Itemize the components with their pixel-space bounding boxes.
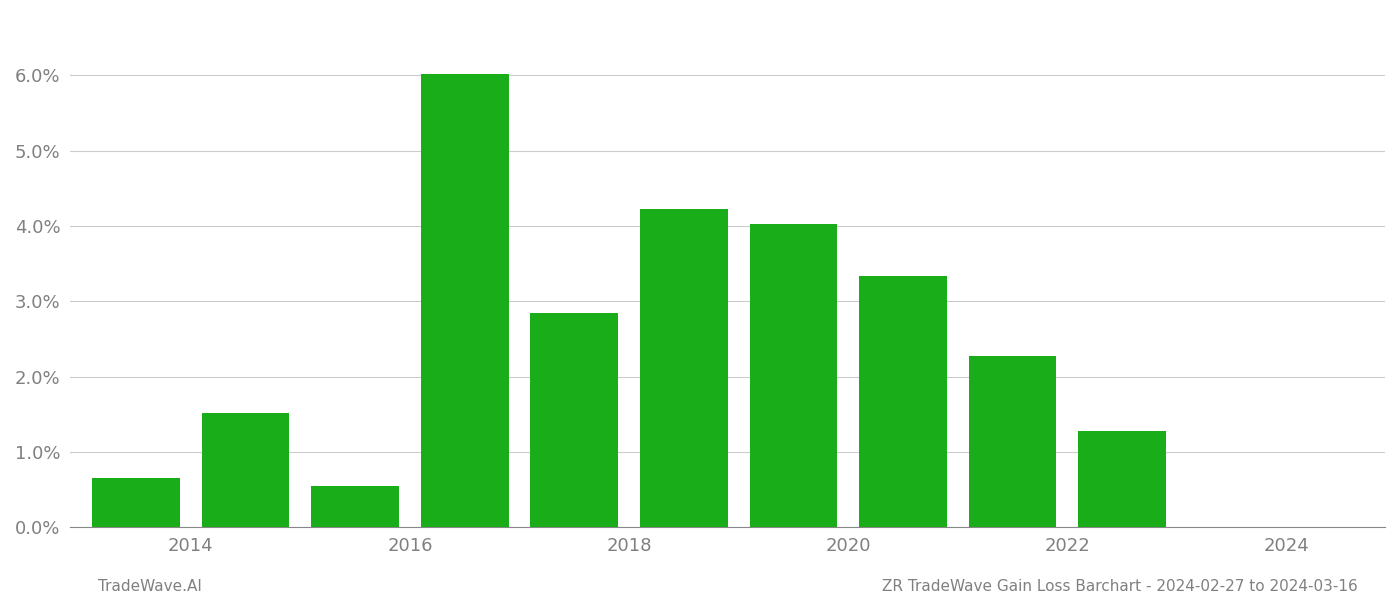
Bar <box>421 74 508 527</box>
Bar <box>749 224 837 527</box>
Text: ZR TradeWave Gain Loss Barchart - 2024-02-27 to 2024-03-16: ZR TradeWave Gain Loss Barchart - 2024-0… <box>882 579 1358 594</box>
Text: TradeWave.AI: TradeWave.AI <box>98 579 202 594</box>
Bar <box>202 413 290 527</box>
Bar <box>640 209 728 527</box>
Bar <box>860 277 946 527</box>
Bar <box>311 486 399 527</box>
Bar <box>531 313 619 527</box>
Bar <box>1078 431 1166 527</box>
Bar <box>92 478 181 527</box>
Bar <box>969 356 1057 527</box>
